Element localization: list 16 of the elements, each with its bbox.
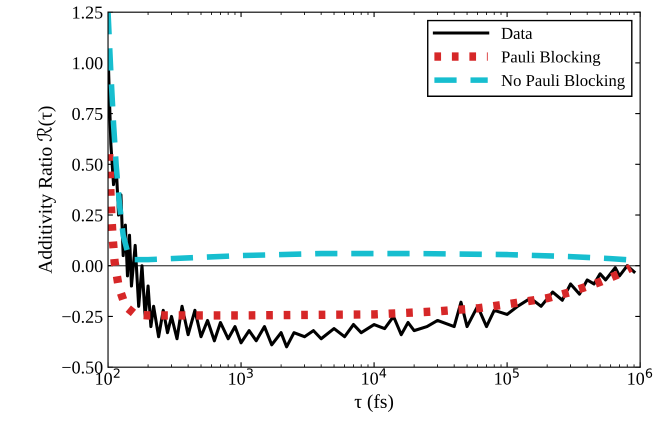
legend-label: Data (502, 28, 532, 40)
x-tick-label: 10$^{5}$ (495, 368, 519, 385)
x-tick-label: 10$^{4}$ (362, 368, 386, 385)
y-tick-label: 0.00 (72, 260, 102, 272)
y-tick-label: 0.50 (72, 158, 102, 171)
y-tick-label: 1.25 (73, 6, 102, 19)
legend-label: Pauli Blocking (502, 50, 600, 66)
y-tick-label: 0.25 (72, 209, 102, 222)
y-axis-title: Additivity Ratio ℛ(τ) (36, 106, 56, 274)
y-tick-label: 1.00 (73, 57, 102, 70)
x-tick-label: 10$^{3}$ (229, 368, 253, 385)
x-axis-title: τ (fs) (354, 394, 394, 412)
y-tick-label: 0.75 (72, 108, 102, 120)
legend-label: No Pauli Blocking (502, 74, 625, 90)
y-tick-label: −0.25 (62, 310, 102, 323)
x-tick-label: 10$^{6}$ (628, 368, 652, 385)
